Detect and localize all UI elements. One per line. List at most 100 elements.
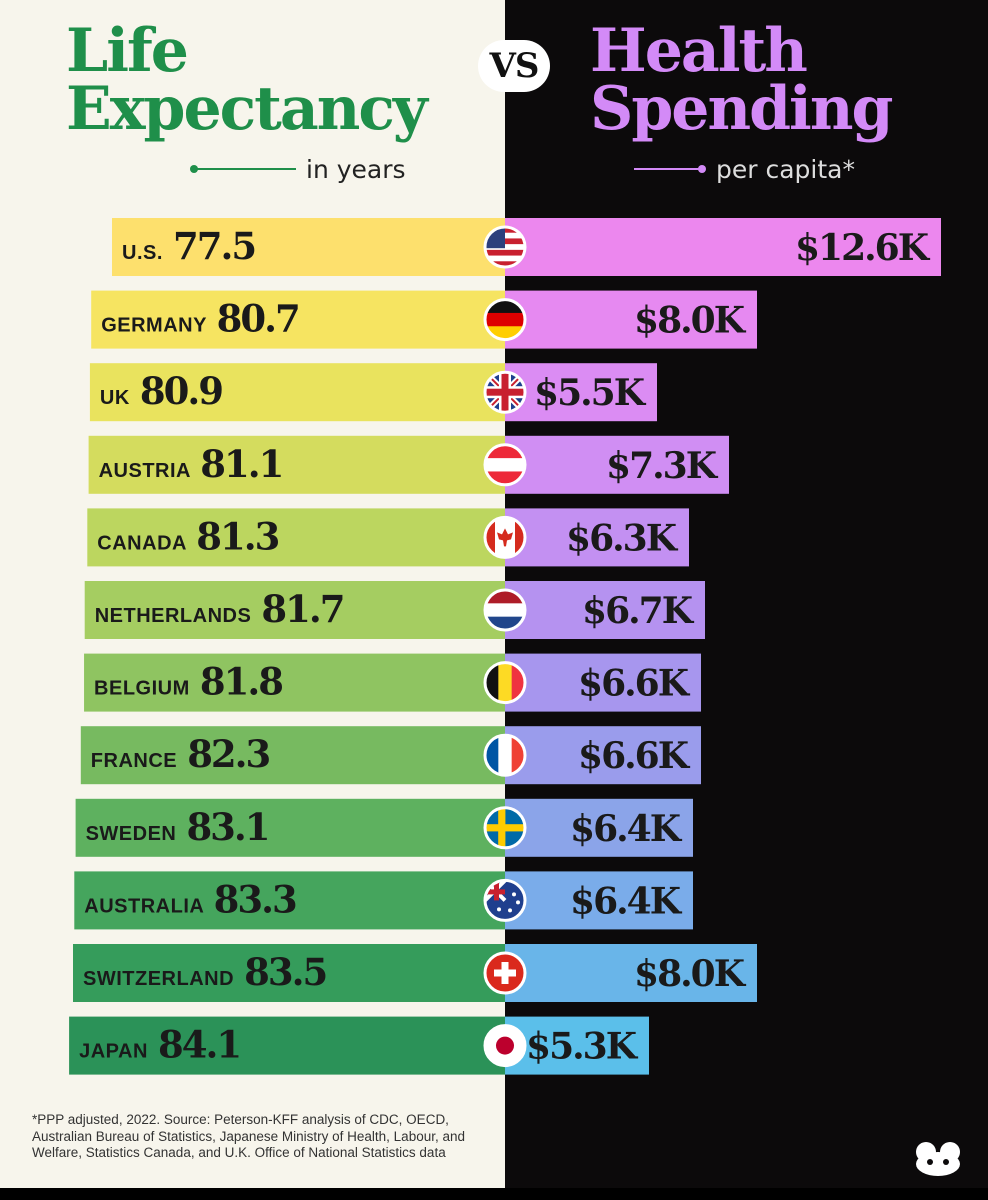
health-spending-bar bbox=[505, 218, 941, 276]
country-name: JAPAN bbox=[79, 1041, 154, 1063]
life-expectancy-bar bbox=[69, 1016, 505, 1075]
life-expectancy-value: 81.7 bbox=[261, 587, 343, 631]
title-left-line-1: Life bbox=[66, 16, 189, 86]
health-spending-value: $6.4K bbox=[570, 808, 683, 850]
life-expectancy-bar bbox=[89, 363, 506, 422]
country-label: NETHERLANDS 81.7 bbox=[95, 587, 344, 631]
health-spending-bar bbox=[505, 798, 693, 857]
country-name: SWITZERLAND bbox=[83, 968, 240, 990]
life-expectancy-value: 81.8 bbox=[200, 660, 282, 704]
country-label: JAPAN 84.1 bbox=[79, 1023, 240, 1067]
health-spending-value: $7.3K bbox=[606, 445, 719, 487]
life-expectancy-title: Life Expectancy bbox=[66, 16, 428, 144]
life-expectancy-subtitle: in years bbox=[188, 152, 406, 186]
health-spending-value: $6.6K bbox=[578, 735, 691, 777]
life-expectancy-bar bbox=[75, 798, 505, 857]
subtitle-left-text: in years bbox=[306, 154, 406, 184]
chart-row: AUSTRIA 81.1 $7.3K bbox=[88, 435, 729, 494]
left-arrow-icon bbox=[190, 165, 296, 173]
life-expectancy-value: 82.3 bbox=[187, 732, 269, 776]
chart-row: GERMANY 80.7 $8.0K bbox=[91, 290, 757, 349]
title-left-line-2: Expectancy bbox=[66, 74, 428, 144]
life-expectancy-value: 81.3 bbox=[196, 514, 278, 558]
health-spending-bar bbox=[505, 726, 701, 785]
chart-row: CANADA 81.3 $6.3K bbox=[87, 508, 689, 567]
health-spending-value: $6.6K bbox=[578, 663, 691, 705]
health-spending-value: $6.7K bbox=[582, 590, 695, 632]
health-spending-value: $6.4K bbox=[570, 880, 683, 922]
right-arrow-icon bbox=[634, 165, 706, 173]
country-label: BELGIUM 81.8 bbox=[94, 660, 282, 704]
life-expectancy-bar bbox=[80, 726, 506, 785]
country-label: UK 80.9 bbox=[100, 369, 222, 413]
country-name: BELGIUM bbox=[94, 678, 196, 700]
life-expectancy-bar bbox=[87, 508, 506, 567]
health-spending-bar bbox=[505, 871, 693, 930]
health-spending-value: $8.0K bbox=[634, 953, 747, 995]
health-spending-bar bbox=[505, 363, 657, 422]
health-spending-bar bbox=[505, 290, 757, 349]
country-name: U.S. bbox=[122, 242, 169, 264]
subtitle-right-text: per capita* bbox=[716, 154, 855, 184]
chart-row: JAPAN 84.1 $5.3K bbox=[69, 1016, 649, 1075]
country-name: CANADA bbox=[97, 532, 192, 554]
chart-row: BELGIUM 81.8 $6.6K bbox=[84, 653, 701, 712]
title-right-line-2: Spending bbox=[590, 74, 893, 144]
life-expectancy-bar bbox=[73, 944, 505, 1002]
health-spending-bar bbox=[505, 508, 689, 567]
country-label: FRANCE 82.3 bbox=[91, 732, 270, 776]
life-expectancy-bar bbox=[84, 653, 506, 712]
chart-row: NETHERLANDS 81.7 $6.7K bbox=[84, 581, 705, 639]
life-expectancy-value: 83.3 bbox=[214, 877, 296, 921]
country-name: FRANCE bbox=[91, 750, 183, 772]
country-label: U.S. 77.5 bbox=[122, 224, 255, 268]
life-expectancy-bar bbox=[88, 435, 505, 494]
country-label: AUSTRALIA 83.3 bbox=[84, 877, 296, 921]
chart-row: U.S. 77.5 $12.6K bbox=[112, 218, 941, 276]
bottom-border bbox=[0, 1188, 988, 1200]
life-expectancy-value: 81.1 bbox=[200, 442, 282, 486]
life-expectancy-value: 80.9 bbox=[140, 369, 222, 413]
health-spending-subtitle: per capita* bbox=[632, 152, 855, 186]
country-name: AUSTRALIA bbox=[84, 895, 209, 917]
country-name: NETHERLANDS bbox=[95, 605, 258, 627]
life-expectancy-value: 83.1 bbox=[186, 805, 268, 849]
life-expectancy-value: 84.1 bbox=[158, 1023, 240, 1067]
country-label: AUSTRIA 81.1 bbox=[99, 442, 283, 486]
visual-capitalist-logo-icon bbox=[916, 1142, 960, 1176]
country-label: CANADA 81.3 bbox=[97, 514, 278, 558]
life-expectancy-bar bbox=[84, 581, 505, 639]
chart-row: SWEDEN 83.1 $6.4K bbox=[75, 798, 693, 857]
country-name: UK bbox=[100, 387, 136, 409]
health-spending-value: $5.5K bbox=[534, 372, 647, 414]
vs-badge: VS bbox=[478, 40, 550, 92]
life-expectancy-value: 77.5 bbox=[173, 224, 255, 268]
canada-flag-icon bbox=[485, 517, 525, 558]
country-name: GERMANY bbox=[101, 315, 212, 337]
health-spending-bar bbox=[505, 944, 757, 1002]
life-expectancy-bar bbox=[74, 871, 506, 930]
health-spending-bar bbox=[505, 435, 729, 494]
country-label: SWEDEN 83.1 bbox=[86, 805, 269, 849]
life-expectancy-bar bbox=[91, 290, 505, 349]
title-right-line-1: Health bbox=[590, 16, 808, 86]
health-spending-value: $8.0K bbox=[634, 300, 747, 342]
health-spending-value: $12.6K bbox=[795, 227, 931, 269]
chart-row: UK 80.9 $5.5K bbox=[89, 363, 657, 422]
health-spending-bar bbox=[505, 653, 701, 712]
source-footnote: *PPP adjusted, 2022. Source: Peterson-KF… bbox=[32, 1112, 465, 1160]
life-expectancy-value: 80.7 bbox=[217, 297, 299, 341]
country-label: GERMANY 80.7 bbox=[101, 297, 299, 341]
chart-row: AUSTRALIA 83.3 $6.4K bbox=[74, 871, 693, 930]
country-name: AUSTRIA bbox=[99, 460, 197, 482]
health-spending-title: Health Spending bbox=[590, 16, 893, 144]
health-spending-value: $5.3K bbox=[526, 1026, 639, 1068]
country-label: SWITZERLAND 83.5 bbox=[83, 950, 326, 994]
country-name: SWEDEN bbox=[86, 823, 183, 845]
life-expectancy-bar bbox=[112, 218, 505, 276]
health-spending-bar bbox=[505, 581, 705, 639]
health-spending-bar bbox=[505, 1016, 649, 1075]
chart-row: FRANCE 82.3 $6.6K bbox=[80, 726, 701, 785]
